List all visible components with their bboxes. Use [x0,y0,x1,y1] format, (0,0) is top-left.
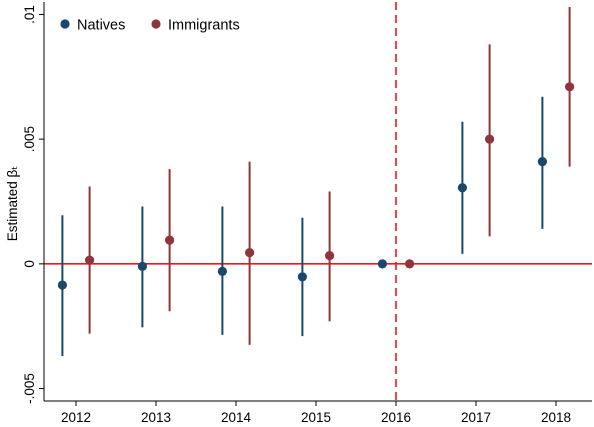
natives-point-2013 [137,261,147,271]
legend-marker-immigrants [151,19,161,29]
x-tick-label-2015: 2015 [301,410,331,425]
x-tick-label-2016: 2016 [381,410,411,425]
natives-point-2016 [377,259,387,269]
y-tick-label-1: 0 [22,260,37,268]
reference-lines [44,2,592,401]
point-estimates [57,82,575,290]
immigrants-point-2018 [565,82,575,92]
y-tick-label-3: .01 [22,5,37,24]
x-tick-label-2013: 2013 [141,410,171,425]
immigrants-point-2017 [485,134,495,144]
natives-point-2018 [537,157,548,167]
immigrants-point-2012 [85,255,95,265]
legend: Natives Immigrants [60,18,240,34]
legend-label-natives: Natives [77,18,125,34]
axes: 2012 2013 2014 2015 2016 2017 2018 -.005 0 .005 .0… [5,2,592,425]
natives-point-2014 [217,266,227,276]
y-tick-label-0: -.005 [22,373,37,404]
x-tick-label-2012: 2012 [61,410,91,425]
immigrants-point-2015 [325,251,335,261]
immigrants-point-2016 [405,259,415,269]
confidence-intervals [61,6,571,357]
y-tick-label-2: .005 [22,126,37,152]
immigrants-point-2014 [245,248,255,258]
x-tick-label-2017: 2017 [461,410,491,425]
legend-label-immigrants: Immigrants [168,18,240,34]
legend-marker-natives [60,19,70,29]
x-tick-label-2018: 2018 [541,410,571,425]
natives-point-2015 [297,272,307,282]
y-axis-title: Estimated βₜ [5,166,20,242]
natives-point-2017 [457,183,467,193]
natives-point-2012 [57,280,67,290]
x-tick-label-2014: 2014 [221,410,252,425]
immigrants-point-2013 [165,235,175,245]
